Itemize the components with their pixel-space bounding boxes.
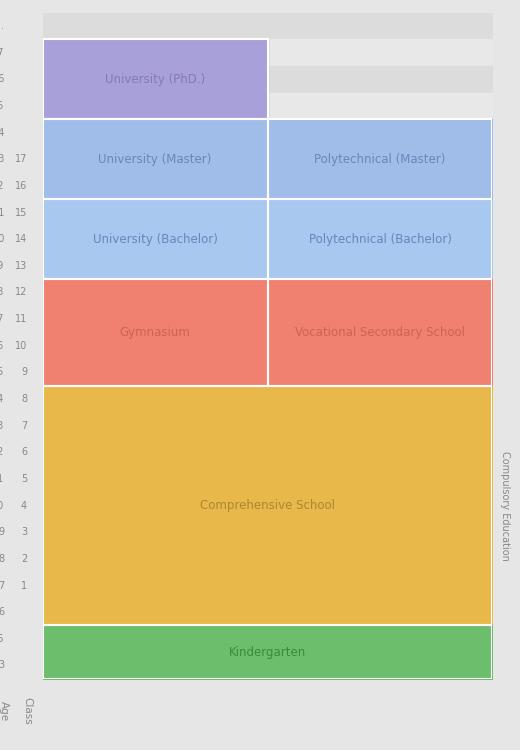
Text: Vocational Secondary School: Vocational Secondary School [295, 326, 465, 339]
Text: Compulsory Education: Compulsory Education [500, 451, 511, 560]
Text: Kindergarten: Kindergarten [229, 646, 306, 658]
Text: 21: 21 [0, 208, 4, 218]
Text: Class: Class [22, 698, 32, 724]
Text: 2: 2 [21, 554, 27, 564]
Text: 6: 6 [0, 608, 4, 617]
Text: 7: 7 [21, 421, 27, 430]
Text: 18: 18 [0, 287, 4, 298]
Text: 16: 16 [15, 181, 27, 191]
Text: 27: 27 [0, 48, 4, 58]
Text: 15: 15 [0, 368, 4, 377]
Text: 24: 24 [0, 128, 4, 138]
Text: 19: 19 [0, 261, 4, 271]
Text: 9: 9 [21, 368, 27, 377]
Text: 17: 17 [15, 154, 27, 164]
Text: 4/5: 4/5 [0, 634, 4, 644]
Text: Comprehensive School: Comprehensive School [200, 499, 335, 512]
Text: University (Master): University (Master) [98, 153, 212, 166]
Text: 3: 3 [0, 661, 4, 670]
Text: 13: 13 [0, 421, 4, 430]
Text: 23: 23 [0, 154, 4, 164]
Text: 4: 4 [21, 500, 27, 511]
Text: 15: 15 [15, 208, 27, 218]
Text: 25: 25 [0, 101, 4, 111]
Text: 11: 11 [0, 474, 4, 484]
Text: 3: 3 [21, 527, 27, 537]
Text: 26: 26 [0, 74, 4, 84]
Text: 1: 1 [21, 580, 27, 590]
Text: 7: 7 [0, 580, 4, 590]
Text: 5: 5 [21, 474, 27, 484]
Text: 6: 6 [21, 447, 27, 458]
Text: 17: 17 [0, 314, 4, 324]
Text: 14: 14 [15, 234, 27, 244]
Text: 16: 16 [0, 340, 4, 351]
Text: 10: 10 [15, 340, 27, 351]
Text: 10: 10 [0, 500, 4, 511]
Text: 14: 14 [0, 394, 4, 404]
Text: 12: 12 [0, 447, 4, 458]
Text: University (Bachelor): University (Bachelor) [93, 232, 217, 246]
Text: Gymnasium: Gymnasium [120, 326, 190, 339]
Text: 13: 13 [15, 261, 27, 271]
Text: University (PhD.): University (PhD.) [105, 73, 205, 86]
Text: 12: 12 [15, 287, 27, 298]
Text: 8: 8 [0, 554, 4, 564]
Text: Polytechnical (Bachelor): Polytechnical (Bachelor) [308, 232, 451, 246]
Text: ...: ... [0, 21, 4, 31]
Text: 11: 11 [15, 314, 27, 324]
Text: Age: Age [0, 701, 9, 721]
Text: 22: 22 [0, 181, 4, 191]
Text: 8: 8 [21, 394, 27, 404]
Text: Polytechnical (Master): Polytechnical (Master) [314, 153, 446, 166]
Text: 20: 20 [0, 234, 4, 244]
Text: 9: 9 [0, 527, 4, 537]
